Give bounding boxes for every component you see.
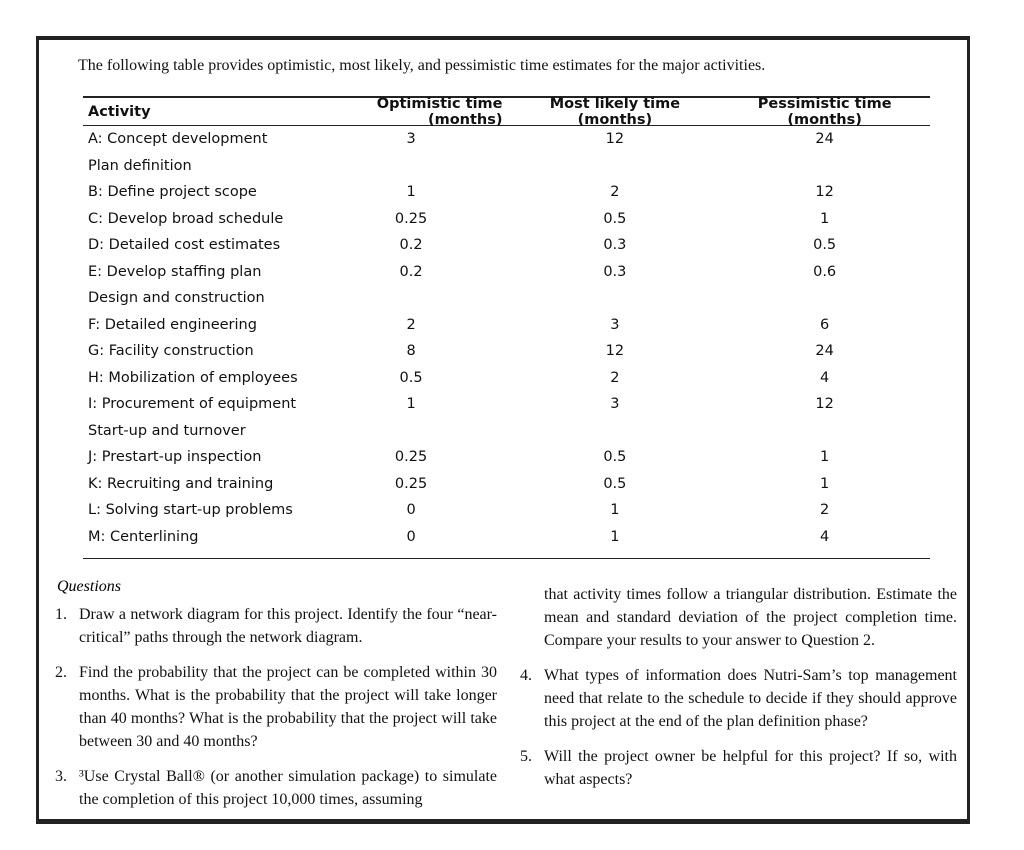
cell-activity: Design and construction bbox=[88, 290, 265, 307]
cell-most-likely: 2 bbox=[610, 369, 620, 386]
cell-activity: F: Detailed engineering bbox=[88, 316, 257, 333]
question-number: 5. bbox=[520, 748, 532, 765]
cell-optimistic: 8 bbox=[406, 343, 416, 360]
cell-pessimistic: 6 bbox=[820, 316, 830, 333]
table-row: Design and construction bbox=[83, 285, 930, 312]
cell-activity: J: Prestart-up inspection bbox=[88, 449, 262, 466]
cell-activity: Plan definition bbox=[88, 157, 192, 174]
table-row: Plan definition bbox=[83, 153, 930, 180]
question-text: ³Use Crystal Ball® (or another simulatio… bbox=[79, 768, 497, 808]
question-number: 2. bbox=[55, 664, 67, 681]
cell-activity: G: Facility construction bbox=[88, 343, 254, 360]
header-pessimistic: Pessimistic time (months) bbox=[757, 95, 892, 128]
question-item: 1. Draw a network diagram for this projec… bbox=[55, 603, 497, 649]
cell-activity: M: Centerlining bbox=[88, 528, 199, 545]
table-row: D: Detailed cost estimates 0.2 0.3 0.5 bbox=[83, 232, 930, 259]
cell-pessimistic: 12 bbox=[815, 396, 834, 413]
cell-optimistic: 0.25 bbox=[394, 475, 428, 492]
table-row: H: Mobilization of employees 0.5 2 4 bbox=[83, 365, 930, 392]
cell-optimistic: 2 bbox=[406, 316, 416, 333]
table-row: J: Prestart-up inspection 0.25 0.5 1 bbox=[83, 444, 930, 471]
cell-most-likely: 0.3 bbox=[603, 263, 627, 280]
cell-pessimistic: 24 bbox=[815, 131, 834, 148]
table-row: F: Detailed engineering 2 3 6 bbox=[83, 312, 930, 339]
question-text: What types of information does Nutri-Sam… bbox=[544, 667, 957, 730]
cell-optimistic: 0.2 bbox=[399, 237, 423, 254]
header-most-likely: Most likely time (months) bbox=[549, 95, 681, 128]
question-text: Find the probability that the project ca… bbox=[79, 664, 497, 750]
table-row: M: Centerlining 0 1 4 bbox=[83, 524, 930, 551]
table-row: Start-up and turnover bbox=[83, 418, 930, 445]
question-item: 2. Find the probability that the project … bbox=[55, 661, 497, 753]
table-row: L: Solving start-up problems 0 1 2 bbox=[83, 497, 930, 524]
cell-pessimistic: 4 bbox=[820, 369, 830, 386]
cell-activity: B: Define project scope bbox=[88, 184, 257, 201]
cell-activity: I: Procurement of equipment bbox=[88, 396, 297, 413]
question-text: Will the project owner be helpful for th… bbox=[544, 748, 957, 788]
table-header: Activity Optimistic time (months) Most l… bbox=[83, 95, 930, 128]
cell-activity: A: Concept development bbox=[88, 131, 268, 148]
cell-most-likely: 1 bbox=[610, 528, 620, 545]
cell-most-likely: 0.5 bbox=[603, 210, 627, 227]
cell-most-likely: 2 bbox=[610, 184, 620, 201]
cell-most-likely: 3 bbox=[610, 316, 620, 333]
cell-pessimistic: 1 bbox=[820, 475, 830, 492]
cell-optimistic: 0.25 bbox=[394, 449, 428, 466]
cell-activity: E: Develop staffing plan bbox=[88, 263, 262, 280]
cell-most-likely: 0.5 bbox=[603, 475, 627, 492]
questions-left-column: 1. Draw a network diagram for this projec… bbox=[55, 603, 497, 823]
table-row: A: Concept development 3 12 24 bbox=[83, 126, 930, 153]
question-item: 3. ³Use Crystal Ball® (or another simulat… bbox=[55, 765, 497, 811]
cell-most-likely: 0.3 bbox=[603, 237, 627, 254]
question-item: 5. Will the project owner be helpful for … bbox=[520, 745, 957, 791]
question-3-continuation: that activity times follow a triangular … bbox=[544, 586, 957, 649]
question-text: Draw a network diagram for this project.… bbox=[79, 606, 497, 646]
questions-right-column: that activity times follow a triangular … bbox=[520, 583, 957, 803]
cell-optimistic: 0.2 bbox=[399, 263, 423, 280]
cell-pessimistic: 4 bbox=[820, 528, 830, 545]
cell-most-likely: 1 bbox=[610, 502, 620, 519]
cell-optimistic: 0 bbox=[406, 528, 416, 545]
cell-activity: K: Recruiting and training bbox=[88, 475, 274, 492]
table-row: G: Facility construction 8 12 24 bbox=[83, 338, 930, 365]
table-row: I: Procurement of equipment 1 3 12 bbox=[83, 391, 930, 418]
cell-pessimistic: 24 bbox=[815, 343, 834, 360]
table-row: K: Recruiting and training 0.25 0.5 1 bbox=[83, 471, 930, 498]
header-activity: Activity bbox=[88, 103, 151, 120]
cell-most-likely: 3 bbox=[610, 396, 620, 413]
cell-optimistic: 0.25 bbox=[394, 210, 428, 227]
cell-activity: Start-up and turnover bbox=[88, 422, 246, 439]
cell-pessimistic: 12 bbox=[815, 184, 834, 201]
cell-optimistic: 3 bbox=[406, 131, 416, 148]
intro-text: The following table provides optimistic,… bbox=[78, 57, 766, 74]
cell-pessimistic: 1 bbox=[820, 449, 830, 466]
activity-time-table: Activity Optimistic time (months) Most l… bbox=[83, 96, 930, 559]
question-item: 4. What types of information does Nutri-S… bbox=[520, 664, 957, 733]
cell-optimistic: 0.5 bbox=[399, 369, 423, 386]
cell-most-likely: 0.5 bbox=[603, 449, 627, 466]
table-row: E: Develop staffing plan 0.2 0.3 0.6 bbox=[83, 259, 930, 286]
questions-title: Questions bbox=[57, 578, 121, 595]
cell-most-likely: 12 bbox=[605, 343, 625, 360]
cell-optimistic: 0 bbox=[406, 502, 416, 519]
scan-border bbox=[36, 36, 970, 824]
cell-pessimistic: 2 bbox=[820, 502, 830, 519]
question-number: 1. bbox=[55, 606, 67, 623]
cell-optimistic: 1 bbox=[406, 396, 416, 413]
cell-pessimistic: 0.6 bbox=[813, 263, 837, 280]
cell-pessimistic: 0.5 bbox=[813, 237, 837, 254]
question-number: 4. bbox=[520, 667, 532, 684]
table-row: C: Develop broad schedule 0.25 0.5 1 bbox=[83, 206, 930, 233]
cell-pessimistic: 1 bbox=[820, 210, 830, 227]
cell-activity: D: Detailed cost estimates bbox=[88, 237, 281, 254]
cell-activity: H: Mobilization of employees bbox=[88, 369, 298, 386]
cell-activity: C: Develop broad schedule bbox=[88, 210, 284, 227]
cell-activity: L: Solving start-up problems bbox=[88, 502, 293, 519]
cell-optimistic: 1 bbox=[406, 184, 416, 201]
header-optimistic: Optimistic time (months) bbox=[376, 95, 503, 128]
table-row: B: Define project scope 1 2 12 bbox=[83, 179, 930, 206]
question-number: 3. bbox=[55, 768, 67, 785]
cell-most-likely: 12 bbox=[605, 131, 625, 148]
